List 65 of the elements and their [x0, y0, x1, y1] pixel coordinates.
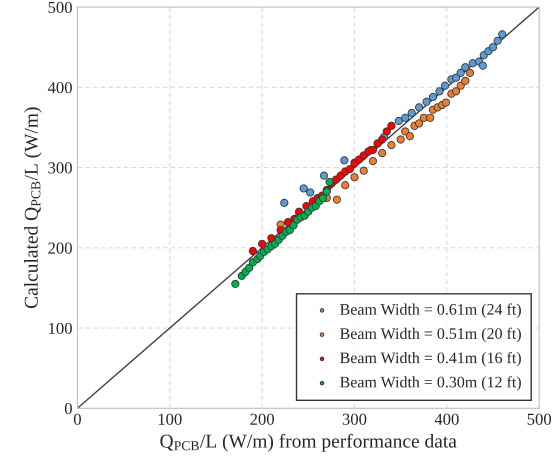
point — [382, 127, 391, 136]
point — [452, 74, 460, 82]
x-tick-label: 100 — [158, 414, 182, 425]
legend-label: Beam Width = 0.51m (20 ft) — [340, 328, 521, 342]
point — [346, 165, 354, 174]
point — [378, 149, 386, 158]
point — [478, 62, 487, 70]
point — [428, 92, 438, 102]
point — [440, 82, 450, 90]
point — [320, 171, 328, 180]
y-tick-label: 500 — [48, 2, 72, 14]
point — [468, 59, 477, 68]
y-axis-title: Calculated Q$_{PCB}$/L (W/m) — [24, 107, 42, 308]
y-tick-label: 400 — [48, 82, 72, 94]
legend-label: Beam Width = 0.41m (16 ft) — [340, 352, 521, 366]
x-tick-label: 500 — [528, 414, 552, 425]
point — [456, 68, 465, 77]
point — [456, 82, 465, 90]
y-tick-label: 200 — [48, 242, 72, 254]
point — [332, 196, 342, 204]
x-tick-label: 200 — [250, 414, 274, 425]
point — [318, 194, 328, 202]
point — [231, 280, 240, 288]
point — [461, 76, 470, 85]
point — [466, 68, 474, 77]
y-tick-label: 300 — [48, 162, 72, 174]
point — [401, 114, 410, 122]
point — [341, 181, 350, 190]
point — [498, 30, 506, 38]
x-tick-label: 400 — [434, 414, 459, 425]
point — [396, 135, 405, 144]
y-tick-label: 100 — [49, 322, 72, 334]
point — [360, 166, 368, 175]
point — [442, 98, 450, 107]
point — [387, 141, 396, 150]
point — [415, 103, 424, 112]
x-tick-label: 300 — [342, 414, 366, 425]
legend-label: Beam Width = 0.61m (24 ft) — [340, 303, 521, 318]
point — [306, 188, 314, 197]
point — [426, 114, 434, 122]
point — [401, 127, 410, 136]
point — [258, 240, 266, 248]
point — [406, 132, 414, 140]
point — [415, 119, 424, 128]
x-axis-title: Q$_{PCB}$/L (W/m) from performance data — [160, 434, 457, 452]
point — [368, 157, 378, 166]
point — [300, 184, 308, 193]
point — [494, 36, 502, 45]
legend-label: Beam Width = 0.30m (12 ft) — [340, 376, 521, 391]
point — [461, 63, 470, 72]
point — [435, 87, 444, 96]
point — [280, 198, 288, 207]
point — [378, 135, 386, 144]
point — [488, 43, 498, 52]
point — [408, 108, 416, 118]
point — [340, 156, 348, 164]
x-tick-label: 0 — [74, 414, 81, 425]
point — [394, 116, 403, 126]
y-tick-label: 0 — [64, 402, 72, 414]
point — [452, 87, 460, 96]
point — [289, 221, 298, 230]
point — [350, 173, 359, 182]
point — [248, 246, 257, 256]
point — [422, 98, 431, 106]
point — [245, 264, 254, 272]
